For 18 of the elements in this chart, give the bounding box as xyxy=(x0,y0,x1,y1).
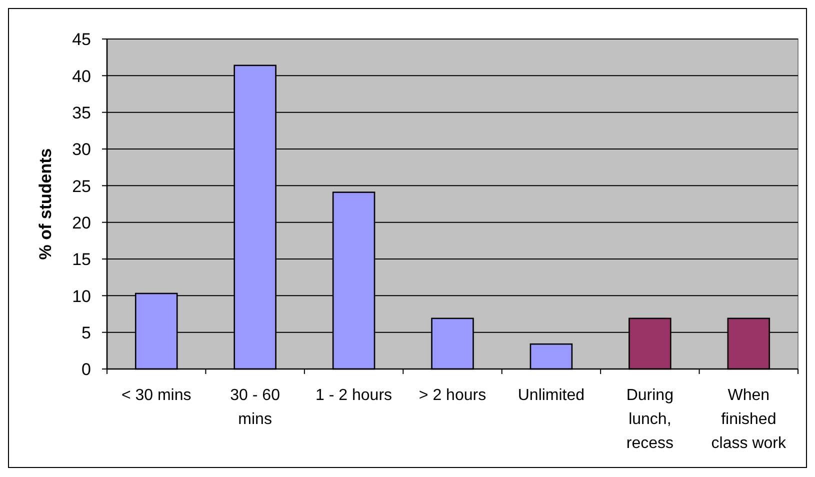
y-tick-label: 25 xyxy=(72,176,91,196)
y-tick-label: 35 xyxy=(72,103,91,122)
x-tick-label: During lunch, recess xyxy=(626,386,674,452)
x-tick-label: When finished class work xyxy=(711,386,787,452)
y-tick-label: 30 xyxy=(72,140,91,160)
y-tick-label: 10 xyxy=(72,286,91,306)
y-tick-label: 45 xyxy=(72,30,91,50)
y-tick-label: 40 xyxy=(72,66,91,86)
x-tick-label: 1 - 2 hours xyxy=(316,386,392,404)
y-tick-label: 15 xyxy=(72,250,91,270)
y-tick-label: 20 xyxy=(72,213,91,232)
y-tick-label: 0 xyxy=(82,360,91,380)
x-tick-label: > 2 hours xyxy=(418,386,486,404)
x-tick-label: 30 - 60 mins xyxy=(230,386,280,428)
y-axis-title: % of students xyxy=(36,148,56,260)
x-tick-label: Unlimited xyxy=(518,386,585,404)
x-tick-label: < 30 mins xyxy=(121,386,192,404)
y-tick-label: 5 xyxy=(82,323,91,342)
